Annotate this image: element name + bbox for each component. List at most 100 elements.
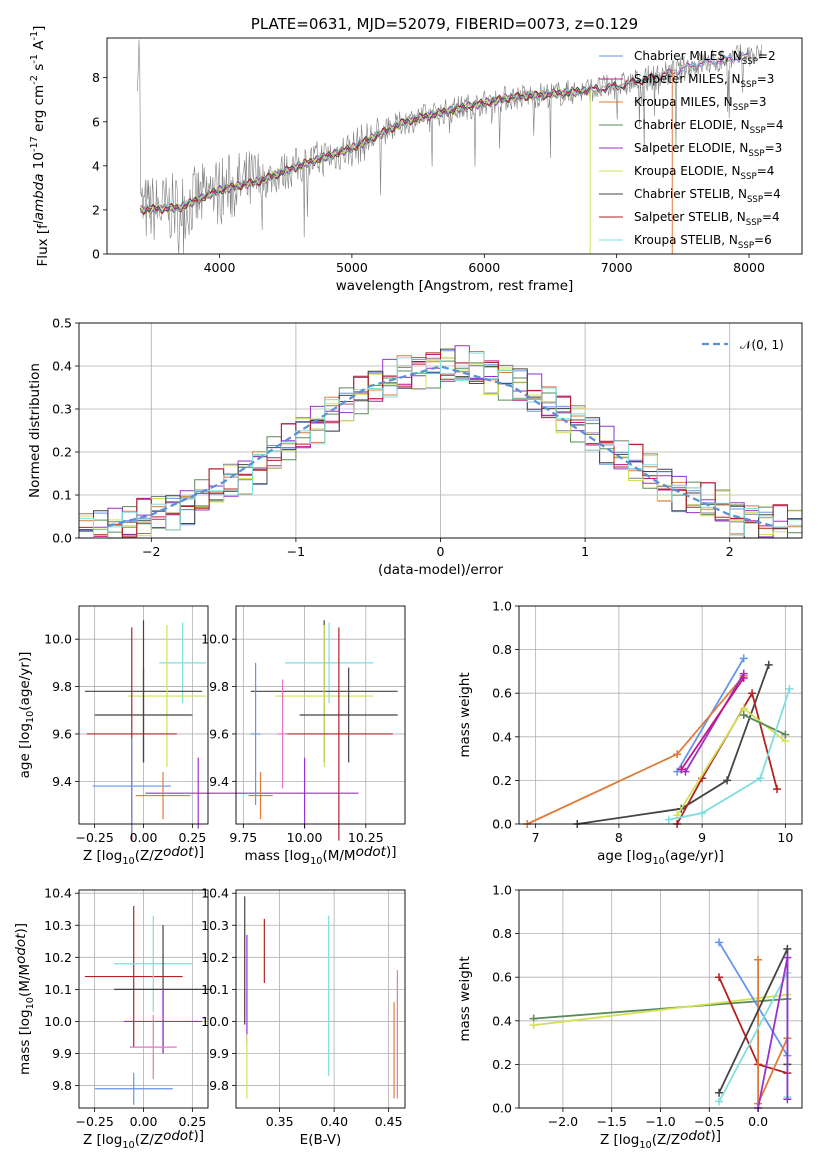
mass-weight-point bbox=[773, 785, 782, 794]
x-tick-label: −0.25 bbox=[75, 1114, 113, 1129]
axes-background bbox=[236, 890, 405, 1108]
mass-weight-point bbox=[715, 973, 724, 982]
axes-frame bbox=[235, 605, 406, 825]
x-tick-label: −1 bbox=[287, 544, 305, 559]
y-tick-label: 0.0 bbox=[492, 1101, 512, 1116]
y-tick-label: 0.2 bbox=[492, 1057, 512, 1072]
y-tick-label: 0.1 bbox=[52, 488, 72, 503]
y-tick-label: 0.2 bbox=[492, 773, 512, 788]
x-tick-label: 5000 bbox=[336, 260, 368, 275]
x-tick-label: 1 bbox=[581, 544, 589, 559]
mass-weight-point bbox=[783, 1095, 792, 1104]
mass-weight-point bbox=[783, 944, 792, 953]
y-tick-label: 10.3 bbox=[44, 918, 72, 933]
x-tick-label: 10.25 bbox=[348, 830, 384, 845]
y-tick-label: 0.4 bbox=[492, 729, 512, 744]
mass-weight-line bbox=[577, 664, 770, 825]
y-tick-label: 8 bbox=[92, 70, 100, 85]
y-tick-label: 0.6 bbox=[492, 970, 512, 985]
mass-weight-point bbox=[673, 767, 682, 776]
x-tick-label: 0.25 bbox=[178, 830, 206, 845]
mass-weight-point bbox=[715, 1088, 724, 1097]
mass-weight-line bbox=[718, 941, 789, 1057]
mass-weight-point bbox=[781, 730, 790, 739]
y-axis-label: mass weight bbox=[457, 956, 473, 1041]
mass-weight-point bbox=[681, 767, 690, 776]
x-axis-label: wavelength [Angstrom, rest frame] bbox=[336, 278, 574, 294]
y-tick-label: 9.9 bbox=[52, 1046, 72, 1061]
y-tick-label: 10.2 bbox=[201, 950, 229, 965]
y-tick-label: 2 bbox=[92, 202, 100, 217]
x-tick-label: 0.25 bbox=[178, 1114, 206, 1129]
y-tick-label: 9.8 bbox=[52, 679, 72, 694]
mass-weight-point bbox=[715, 938, 724, 947]
y-tick-label: 10.0 bbox=[201, 1014, 229, 1029]
x-tick-label: 10.00 bbox=[287, 830, 323, 845]
y-tick-label: 0 bbox=[92, 247, 100, 262]
mass-weight-point bbox=[673, 750, 682, 759]
y-tick-label: 10.2 bbox=[44, 950, 72, 965]
mass-weight-point bbox=[739, 654, 748, 663]
legend-label: Salpeter STELIB, NSSP=4 bbox=[634, 210, 780, 228]
y-tick-label: 1.0 bbox=[492, 599, 512, 614]
mass-weight-line bbox=[533, 998, 788, 1020]
axes-frame bbox=[106, 37, 803, 255]
y-axis-label: Normed distribution bbox=[27, 363, 43, 498]
x-axis-label: Z [log10(Z/Zodot)] bbox=[83, 1128, 204, 1151]
x-tick-label: 10 bbox=[777, 830, 793, 845]
x-tick-label: −2.0 bbox=[548, 1114, 578, 1129]
y-tick-label: 0.4 bbox=[52, 359, 72, 374]
mass-weight-line bbox=[743, 714, 786, 736]
y-tick-label: 9.9 bbox=[209, 1046, 229, 1061]
model-spectrum-line bbox=[139, 51, 749, 214]
legend-label: 𝒩(0, 1) bbox=[740, 338, 784, 352]
x-axis-label: age [log10(age/yr)] bbox=[597, 848, 724, 867]
y-tick-label: 10.1 bbox=[44, 982, 72, 997]
x-tick-label: 9 bbox=[698, 830, 706, 845]
y-tick-label: 9.6 bbox=[52, 726, 72, 741]
axes-frame bbox=[235, 889, 406, 1109]
legend-label: Salpeter MILES, NSSP=3 bbox=[634, 72, 774, 90]
x-tick-label: 7 bbox=[532, 830, 540, 845]
y-axis-label: age [log10(age/yr)] bbox=[17, 652, 36, 779]
y-tick-label: 9.4 bbox=[209, 774, 229, 789]
mass-weight-point bbox=[739, 673, 748, 682]
mass-weight-line bbox=[668, 688, 791, 821]
y-tick-label: 0.4 bbox=[492, 1013, 512, 1028]
residual-histogram-step bbox=[79, 352, 802, 539]
mass-weight-line bbox=[533, 993, 788, 1027]
x-tick-label: 6000 bbox=[468, 260, 500, 275]
mass-weight-point bbox=[698, 809, 707, 818]
y-tick-label: 0.6 bbox=[492, 686, 512, 701]
x-tick-label: −0.25 bbox=[75, 830, 113, 845]
legend-label: Kroupa STELIB, NSSP=6 bbox=[634, 233, 772, 251]
mass-weight-point bbox=[785, 684, 794, 693]
y-tick-label: 10.0 bbox=[44, 632, 72, 647]
y-tick-label: 9.4 bbox=[52, 774, 72, 789]
y-tick-label: 0.2 bbox=[52, 445, 72, 460]
y-tick-label: 10.3 bbox=[201, 918, 229, 933]
mass-weight-line bbox=[684, 673, 745, 773]
y-tick-label: 10.1 bbox=[201, 982, 229, 997]
y-tick-label: 9.8 bbox=[209, 679, 229, 694]
mass-weight-point bbox=[715, 1097, 724, 1106]
spectrum-plot-area bbox=[137, 39, 763, 254]
y-tick-label: 9.8 bbox=[52, 1078, 72, 1093]
x-axis-label: Z [log10(Z/Zodot)] bbox=[600, 1128, 721, 1151]
y-tick-label: 9.6 bbox=[209, 726, 229, 741]
mass-weight-point bbox=[677, 765, 686, 774]
y-axis-label: mass [log10(M/Modot)] bbox=[13, 923, 36, 1075]
y-tick-label: 10.0 bbox=[201, 632, 229, 647]
y-tick-label: 9.8 bbox=[209, 1078, 229, 1093]
x-tick-label: 4000 bbox=[204, 260, 236, 275]
x-axis-label: (data-model)/error bbox=[378, 562, 504, 578]
axes-frame bbox=[518, 605, 803, 825]
x-tick-label: 0.45 bbox=[375, 1114, 403, 1129]
mass-weight-point bbox=[756, 774, 765, 783]
mass-weight-point bbox=[748, 689, 757, 698]
x-tick-label: 0.00 bbox=[130, 830, 158, 845]
x-tick-label: 0 bbox=[437, 544, 445, 559]
legend-label: Chabrier STELIB, NSSP=4 bbox=[634, 187, 781, 205]
mass-weight-point bbox=[664, 815, 673, 824]
